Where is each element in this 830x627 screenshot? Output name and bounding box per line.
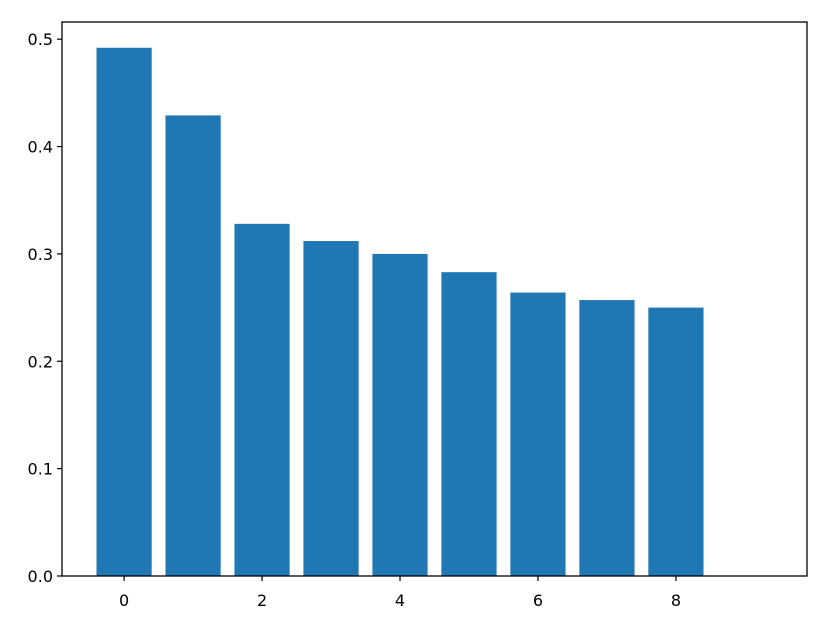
bar [165,115,221,576]
bar [372,253,428,576]
y-tick-label: 0.3 [28,245,53,264]
x-tick-label: 6 [533,591,543,610]
bar [441,272,497,576]
bar [96,47,152,576]
x-tick-label: 2 [257,591,267,610]
y-tick-label: 0.1 [28,460,53,479]
bar [579,300,635,576]
x-tick-label: 4 [395,591,405,610]
y-tick-label: 0.2 [28,352,53,371]
bar [648,307,704,576]
bar [303,241,359,576]
x-tick-label: 0 [119,591,129,610]
axes-frame [61,21,808,577]
y-tick-label: 0.5 [28,30,53,49]
bar [510,292,566,576]
y-tick-label: 0.0 [28,567,53,586]
bar [234,223,290,576]
plot-area [96,47,704,576]
x-tick-label: 8 [671,591,681,610]
y-tick-label: 0.4 [28,138,53,157]
